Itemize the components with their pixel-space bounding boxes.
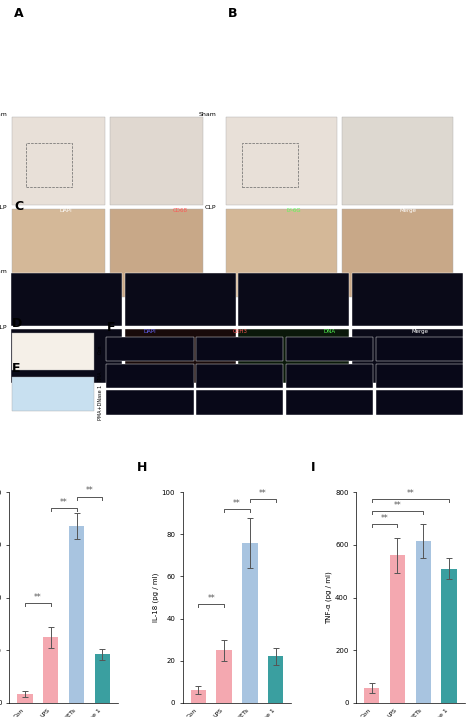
FancyBboxPatch shape (125, 272, 236, 326)
Bar (242, 543, 258, 703)
FancyBboxPatch shape (286, 364, 374, 388)
FancyBboxPatch shape (342, 117, 453, 205)
FancyBboxPatch shape (196, 337, 283, 361)
FancyBboxPatch shape (106, 364, 193, 388)
FancyBboxPatch shape (226, 209, 337, 298)
Bar (441, 569, 457, 703)
FancyBboxPatch shape (12, 209, 105, 298)
Text: F: F (107, 321, 116, 334)
Text: CLP: CLP (0, 325, 7, 330)
Text: **: ** (86, 487, 93, 495)
Text: B: B (228, 7, 237, 20)
FancyBboxPatch shape (196, 390, 283, 414)
Text: **: ** (259, 488, 267, 498)
Text: Con: Con (98, 344, 103, 353)
Bar (364, 688, 379, 703)
Y-axis label: TNF-α (pg / ml): TNF-α (pg / ml) (326, 571, 332, 624)
FancyBboxPatch shape (106, 337, 193, 361)
Text: LY-6G: LY-6G (287, 208, 301, 213)
FancyBboxPatch shape (12, 377, 94, 411)
FancyBboxPatch shape (376, 337, 463, 361)
Bar (268, 656, 283, 703)
Text: D: D (12, 318, 22, 331)
Text: **: ** (407, 489, 414, 498)
FancyBboxPatch shape (238, 328, 349, 383)
FancyBboxPatch shape (238, 272, 349, 326)
Bar (69, 526, 84, 703)
Text: DAPI: DAPI (144, 329, 156, 334)
Bar (191, 690, 206, 703)
FancyBboxPatch shape (106, 390, 193, 414)
Text: Sham: Sham (199, 113, 217, 117)
Bar (17, 694, 33, 703)
FancyBboxPatch shape (376, 364, 463, 388)
Text: DAPI: DAPI (60, 208, 73, 213)
Text: **: ** (60, 498, 67, 507)
Text: Merge: Merge (411, 329, 428, 334)
FancyBboxPatch shape (11, 328, 122, 383)
Text: Sham: Sham (0, 113, 7, 117)
Text: Sham: Sham (0, 269, 7, 274)
FancyBboxPatch shape (109, 117, 203, 205)
Text: PMA: PMA (98, 371, 103, 381)
Text: **: ** (393, 500, 401, 510)
Text: DNA: DNA (324, 329, 336, 334)
Text: CitH3: CitH3 (232, 329, 247, 334)
Text: E: E (12, 361, 20, 374)
Text: A: A (14, 7, 24, 20)
Text: C: C (14, 200, 23, 213)
Bar (216, 650, 232, 703)
FancyBboxPatch shape (376, 390, 463, 414)
FancyBboxPatch shape (12, 117, 105, 205)
FancyBboxPatch shape (342, 209, 453, 298)
FancyBboxPatch shape (12, 333, 94, 371)
Y-axis label: IL-18 (pg / ml): IL-18 (pg / ml) (153, 573, 159, 622)
Text: H: H (137, 461, 148, 474)
FancyBboxPatch shape (125, 328, 236, 383)
Bar (390, 556, 405, 703)
Text: I: I (310, 461, 315, 474)
FancyBboxPatch shape (11, 272, 122, 326)
Text: CLP: CLP (205, 204, 217, 209)
FancyBboxPatch shape (286, 337, 374, 361)
Text: CD68: CD68 (173, 208, 188, 213)
Text: Merge: Merge (399, 208, 416, 213)
Text: CLP: CLP (0, 204, 7, 209)
Bar (43, 637, 58, 703)
Text: **: ** (207, 594, 215, 603)
FancyBboxPatch shape (196, 364, 283, 388)
Text: **: ** (34, 593, 42, 602)
Text: PMA+DNase 1: PMA+DNase 1 (98, 385, 103, 420)
FancyBboxPatch shape (352, 272, 463, 326)
Bar (95, 655, 110, 703)
FancyBboxPatch shape (286, 390, 374, 414)
Text: **: ** (233, 499, 241, 508)
Text: **: ** (381, 514, 388, 523)
Bar (416, 541, 431, 703)
FancyBboxPatch shape (352, 328, 463, 383)
FancyBboxPatch shape (109, 209, 203, 298)
FancyBboxPatch shape (226, 117, 337, 205)
